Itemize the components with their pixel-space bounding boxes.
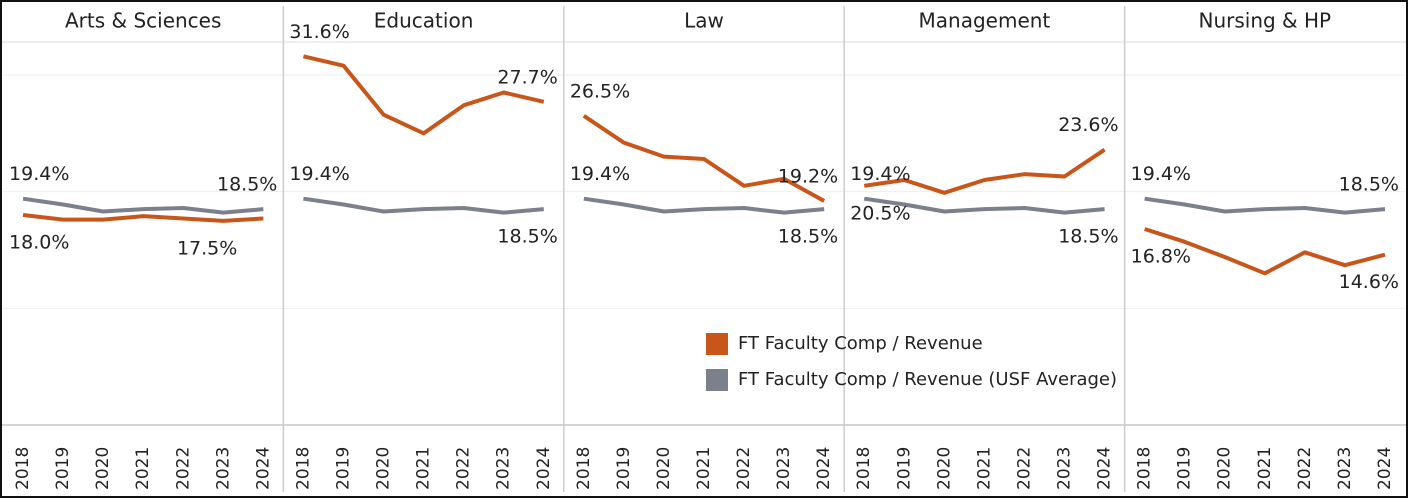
x-tick-label: 2021	[1255, 447, 1275, 490]
panel-title: Education	[374, 9, 474, 33]
x-tick-label: 2024	[253, 447, 273, 490]
x-tick-label: 2022	[1295, 447, 1315, 490]
x-tick-label: 2022	[1014, 447, 1034, 490]
panel-title: Nursing & HP	[1198, 9, 1331, 33]
x-tick-label: 2021	[133, 447, 153, 490]
x-tick-label: 2023	[774, 447, 794, 490]
data-label: 31.6%	[289, 21, 349, 43]
x-tick-label: 2020	[1215, 447, 1235, 490]
series-line	[1144, 227, 1386, 276]
data-label: 19.2%	[778, 166, 838, 188]
x-tick-label: 2021	[974, 447, 994, 490]
data-label: 19.4%	[9, 163, 69, 185]
x-tick-label: 2023	[494, 447, 514, 490]
x-tick-label: 2024	[1375, 447, 1395, 490]
x-tick-label: 2020	[934, 447, 954, 490]
data-label: 18.5%	[1058, 226, 1118, 248]
x-tick-label: 2024	[814, 447, 834, 490]
legend-swatch	[706, 369, 728, 391]
x-tick-label: 2023	[1335, 447, 1355, 490]
series-line	[22, 196, 264, 215]
x-tick-label: 2022	[734, 447, 754, 490]
data-label: 14.6%	[1339, 271, 1399, 293]
x-tick-label: 2018	[293, 447, 313, 490]
x-tick-label: 2019	[333, 447, 353, 490]
legend-label: FT Faculty Comp / Revenue (USF Average)	[738, 369, 1117, 390]
data-label: 18.5%	[778, 226, 838, 248]
data-label: 17.5%	[177, 237, 237, 259]
series-line	[302, 54, 545, 136]
series-line	[863, 196, 1105, 215]
x-tick-label: 2018	[574, 447, 594, 490]
legend-label: FT Faculty Comp / Revenue	[738, 333, 983, 354]
series-line	[22, 213, 264, 223]
panel-title: Law	[684, 9, 724, 33]
series-line	[582, 114, 826, 203]
data-label: 20.5%	[850, 202, 910, 224]
x-tick-label: 2020	[374, 447, 394, 490]
x-tick-label: 2022	[173, 447, 193, 490]
data-label: 19.4%	[1131, 163, 1191, 185]
x-tick-label: 2018	[13, 447, 33, 490]
x-tick-label: 2021	[414, 447, 434, 490]
data-label: 27.7%	[497, 66, 557, 88]
x-tick-label: 2020	[93, 447, 113, 490]
data-label: 16.8%	[1131, 246, 1191, 268]
data-label: 18.0%	[9, 232, 69, 254]
x-tick-label: 2023	[1055, 447, 1075, 490]
x-tick-label: 2019	[1175, 447, 1195, 490]
data-label: 18.5%	[1339, 174, 1399, 196]
x-tick-label: 2024	[534, 447, 554, 490]
data-label: 19.4%	[570, 163, 630, 185]
x-tick-label: 2019	[894, 447, 914, 490]
series-line	[583, 196, 825, 215]
x-tick-label: 2022	[454, 447, 474, 490]
x-tick-label: 2023	[213, 447, 233, 490]
panel-title: Management	[919, 9, 1051, 33]
x-tick-label: 2018	[854, 447, 874, 490]
series-line	[1144, 196, 1386, 215]
series-line	[303, 196, 544, 215]
x-tick-label: 2021	[694, 447, 714, 490]
series-line	[863, 148, 1106, 195]
data-label: 18.5%	[217, 174, 277, 196]
x-tick-label: 2019	[614, 447, 634, 490]
data-label: 19.4%	[289, 163, 349, 185]
data-label: 23.6%	[1058, 114, 1118, 136]
legend-swatch	[706, 333, 728, 355]
data-label: 18.5%	[497, 226, 557, 248]
x-tick-label: 2024	[1095, 447, 1115, 490]
x-tick-label: 2018	[1135, 447, 1155, 490]
data-label: 19.4%	[850, 163, 910, 185]
data-label: 26.5%	[570, 80, 630, 102]
x-tick-label: 2020	[654, 447, 674, 490]
panel-title: Arts & Sciences	[65, 9, 221, 33]
x-tick-label: 2019	[53, 447, 73, 490]
